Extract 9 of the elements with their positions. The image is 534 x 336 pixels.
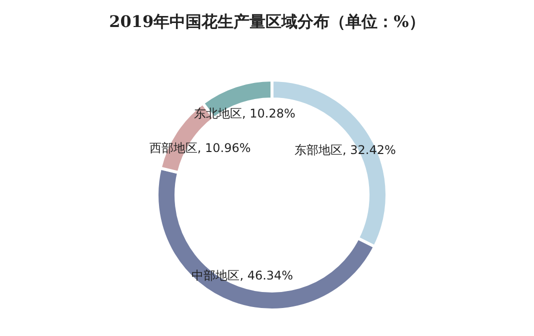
data-label: , 10.96% bbox=[197, 140, 251, 155]
slice-label: 中部地区 bbox=[192, 268, 240, 283]
data-label: , 46.34% bbox=[240, 268, 294, 283]
slice-label: 东部地区 bbox=[294, 142, 343, 157]
data-label: , 10.28% bbox=[242, 106, 296, 120]
slice-label: 东北地区 bbox=[194, 106, 242, 120]
data-label: , 32.42% bbox=[342, 142, 396, 157]
slice-label: 西部地区 bbox=[149, 140, 198, 155]
chart-title: 2019年中国花生产量区域分布（单位：%） bbox=[108, 12, 426, 33]
